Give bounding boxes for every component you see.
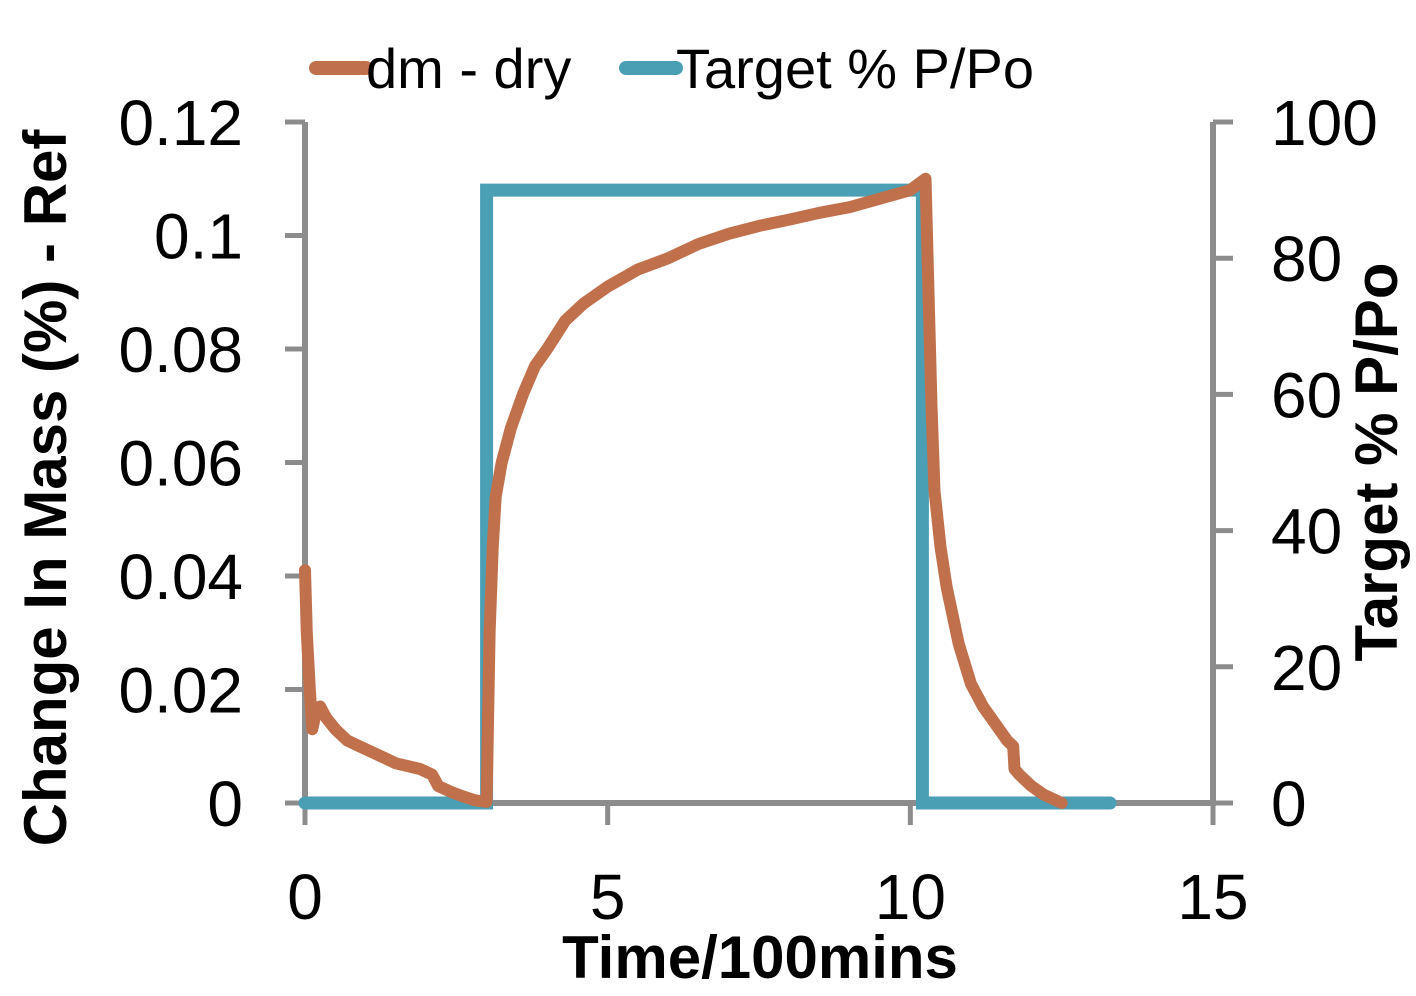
x-tick-label: 10 — [875, 861, 946, 933]
labels: Change In Mass (%) - Ref Target % P/Po T… — [12, 129, 1410, 991]
series-layer — [298, 172, 1117, 810]
x-tick-label: 0 — [287, 861, 323, 933]
y-tick-label: 0 — [207, 768, 243, 840]
x-axis-title: Time/100mins — [562, 924, 958, 991]
y2-tick-label: 20 — [1271, 632, 1342, 704]
legend-label-target: Target % P/Po — [676, 37, 1034, 100]
y-axis-title: Change In Mass (%) - Ref — [12, 129, 79, 847]
x-tick-label: 5 — [590, 861, 626, 933]
y-tick-label: 0.08 — [118, 314, 243, 386]
y2-tick-label: 60 — [1271, 359, 1342, 431]
axes: 0 0.02 0.04 0.06 0.08 0.1 0.12 0 20 40 60 80 100 0 5 10… — [118, 87, 1377, 933]
y2-axis-title: Target % P/Po — [1343, 263, 1410, 662]
y-tick-label: 0.06 — [118, 428, 243, 500]
series-line-target-p-po — [298, 183, 1117, 810]
y2-tick-label: 100 — [1271, 87, 1378, 159]
y-tick-label: 0.02 — [118, 655, 243, 727]
y-tick-label: 0.1 — [154, 201, 243, 273]
x-tick-label: 15 — [1177, 861, 1248, 933]
y2-tick-label: 40 — [1271, 496, 1342, 568]
legend-label-dm-dry: dm - dry — [366, 37, 571, 100]
y-tick-label: 0.04 — [118, 541, 243, 613]
legend: dm - dry Target % P/Po — [309, 37, 1034, 100]
y2-tick-label: 0 — [1271, 768, 1307, 840]
series-line-dm-dry — [299, 172, 1068, 809]
y-tick-label: 0.12 — [118, 87, 243, 159]
y2-tick-label: 80 — [1271, 223, 1342, 295]
